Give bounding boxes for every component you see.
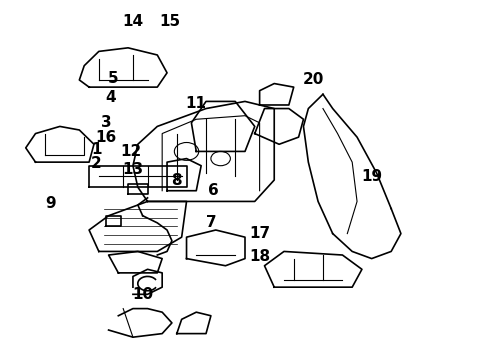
- Text: 20: 20: [302, 72, 324, 87]
- Text: 12: 12: [120, 144, 141, 159]
- Text: 13: 13: [122, 162, 144, 177]
- Text: 16: 16: [96, 130, 117, 145]
- Text: 1: 1: [91, 142, 101, 157]
- Text: 5: 5: [108, 71, 119, 86]
- Text: 7: 7: [206, 215, 216, 230]
- Text: 8: 8: [172, 172, 182, 188]
- Text: 4: 4: [106, 90, 116, 105]
- Text: 18: 18: [249, 249, 270, 264]
- Text: 10: 10: [132, 287, 153, 302]
- Text: 9: 9: [45, 196, 55, 211]
- Text: 19: 19: [361, 169, 382, 184]
- Text: 6: 6: [208, 183, 219, 198]
- Text: 17: 17: [249, 226, 270, 241]
- Text: 14: 14: [122, 14, 144, 28]
- Text: 3: 3: [101, 115, 111, 130]
- Text: 11: 11: [186, 96, 207, 111]
- Text: 2: 2: [91, 157, 102, 171]
- Text: 15: 15: [159, 14, 180, 28]
